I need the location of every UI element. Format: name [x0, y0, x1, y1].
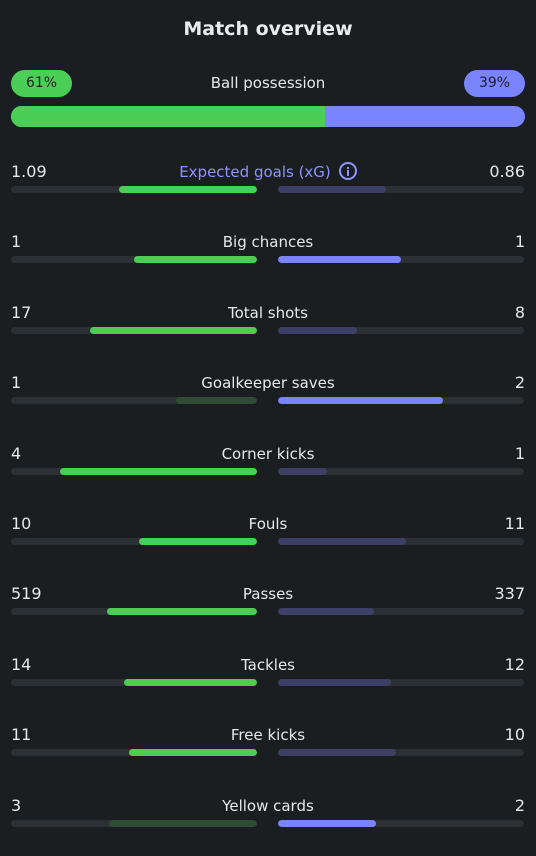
possession-bar-home-fill — [11, 106, 325, 127]
possession-row: 61% Ball possession 39% — [11, 70, 525, 97]
stat-label: Tackles — [0, 654, 536, 676]
stat-label-text[interactable]: Expected goals (xG) — [179, 163, 331, 181]
home-stat-value: 519 — [11, 584, 42, 603]
away-stat-bar — [278, 820, 524, 827]
away-stat-bar — [278, 256, 524, 263]
away-stat-value: 1 — [514, 232, 525, 251]
away-stat-value: 2 — [514, 796, 525, 815]
away-stat-bar — [278, 679, 524, 686]
home-stat-bar-fill — [90, 327, 257, 334]
stat-row: 1 Goalkeeper saves 2 — [0, 372, 536, 422]
home-stat-bar — [11, 327, 257, 334]
home-stat-value: 1 — [11, 232, 22, 251]
stat-row: 4 Corner kicks 1 — [0, 443, 536, 493]
stat-label: Goalkeeper saves — [0, 372, 536, 394]
away-stat-value: 11 — [504, 514, 525, 533]
home-stat-value: 17 — [11, 303, 32, 322]
away-stat-bar-fill — [278, 397, 443, 404]
info-icon[interactable] — [338, 162, 357, 180]
away-stat-bar-fill — [278, 608, 374, 615]
stat-row: 1.09 Expected goals (xG) 0.86 — [0, 161, 536, 211]
away-stat-value: 12 — [504, 655, 525, 674]
home-stat-bar — [11, 608, 257, 615]
home-possession-badge: 61% — [11, 70, 72, 97]
home-stat-bar-fill — [60, 468, 257, 475]
home-stat-bar-fill — [139, 538, 257, 545]
stat-label: Corner kicks — [0, 443, 536, 465]
home-stat-value: 11 — [11, 725, 32, 744]
stat-label-text: Corner kicks — [221, 445, 315, 463]
home-stat-bar — [11, 397, 257, 404]
stat-label-text: Goalkeeper saves — [201, 374, 335, 392]
possession-label: Ball possession — [210, 74, 326, 92]
away-stat-bar-fill — [278, 256, 401, 263]
stat-label-text: Big chances — [222, 233, 314, 251]
stat-label: Yellow cards — [0, 795, 536, 817]
home-stat-bar-fill — [124, 679, 257, 686]
stat-label: Free kicks — [0, 724, 536, 746]
home-stat-value: 14 — [11, 655, 32, 674]
stat-label: Big chances — [0, 231, 536, 253]
away-stat-value: 8 — [514, 303, 525, 322]
home-stat-bar-fill — [134, 256, 257, 263]
home-stat-bar-fill — [129, 749, 257, 756]
home-stat-bar — [11, 749, 257, 756]
stat-row: 3 Yellow cards 2 — [0, 795, 536, 845]
stat-label-text: Fouls — [248, 515, 288, 533]
stat-label: Total shots — [0, 302, 536, 324]
stat-label-text: Free kicks — [230, 726, 306, 744]
away-stat-value: 337 — [494, 584, 525, 603]
stat-label: Expected goals (xG) — [0, 161, 536, 183]
stat-label-text: Total shots — [228, 304, 308, 322]
home-stat-bar — [11, 820, 257, 827]
away-stat-value: 2 — [514, 373, 525, 392]
stat-row: 10 Fouls 11 — [0, 513, 536, 563]
stat-row: 519 Passes 337 — [0, 583, 536, 633]
home-stat-bar-fill — [107, 608, 257, 615]
home-stat-bar-fill — [119, 186, 257, 193]
away-stat-bar-fill — [278, 468, 327, 475]
away-stat-value: 0.86 — [489, 162, 525, 181]
away-stat-bar-fill — [278, 749, 396, 756]
stat-row: 1 Big chances 1 — [0, 231, 536, 281]
home-stat-value: 1.09 — [11, 162, 47, 181]
home-stat-value: 3 — [11, 796, 22, 815]
stat-label-text: Yellow cards — [222, 797, 314, 815]
away-stat-bar-fill — [278, 327, 357, 334]
home-stat-value: 4 — [11, 444, 22, 463]
stat-row: 11 Free kicks 10 — [0, 724, 536, 774]
possession-bar — [11, 106, 525, 127]
stat-label: Fouls — [0, 513, 536, 535]
home-stat-bar — [11, 679, 257, 686]
away-stat-value: 1 — [514, 444, 525, 463]
away-stat-bar-fill — [278, 186, 386, 193]
home-stat-value: 1 — [11, 373, 22, 392]
page-title: Match overview — [183, 18, 353, 40]
away-stat-bar-fill — [278, 679, 391, 686]
home-stat-bar — [11, 256, 257, 263]
away-possession-badge: 39% — [464, 70, 525, 97]
home-stat-bar-fill — [109, 820, 257, 827]
home-stat-bar — [11, 186, 257, 193]
away-stat-bar — [278, 327, 524, 334]
away-stat-bar — [278, 538, 524, 545]
home-stat-bar-fill — [176, 397, 257, 404]
away-stat-bar-fill — [278, 538, 406, 545]
stat-label-text: Tackles — [240, 656, 296, 674]
away-stat-bar — [278, 468, 524, 475]
away-stat-bar — [278, 608, 524, 615]
away-stat-bar — [278, 186, 524, 193]
away-stat-value: 10 — [504, 725, 525, 744]
stat-row: 17 Total shots 8 — [0, 302, 536, 352]
away-stat-bar-fill — [278, 820, 376, 827]
stat-row: 14 Tackles 12 — [0, 654, 536, 704]
stat-label: Passes — [0, 583, 536, 605]
stat-label-text: Passes — [242, 585, 294, 603]
home-stat-bar — [11, 538, 257, 545]
away-stat-bar — [278, 397, 524, 404]
home-stat-bar — [11, 468, 257, 475]
home-stat-value: 10 — [11, 514, 32, 533]
away-stat-bar — [278, 749, 524, 756]
